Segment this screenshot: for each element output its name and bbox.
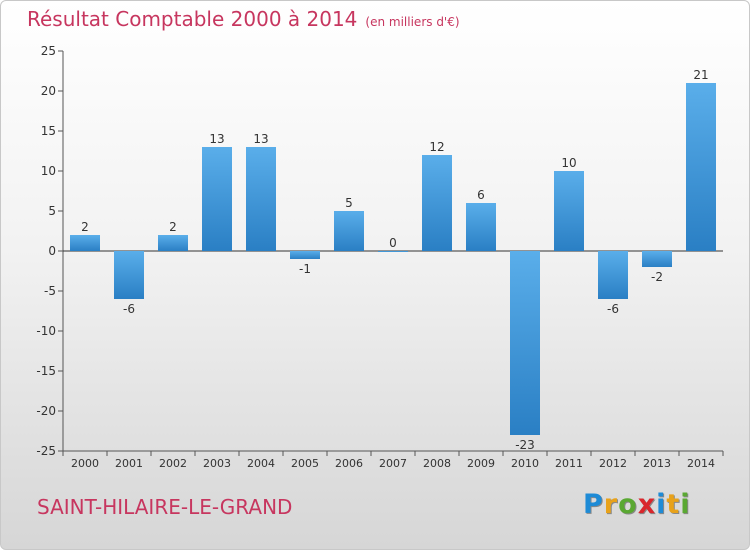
bar-value-label: 13	[253, 132, 268, 146]
bar-value-label: 2	[81, 220, 89, 234]
logo-letter: x	[637, 489, 657, 520]
bar	[422, 155, 452, 251]
bar	[466, 203, 496, 251]
bar	[114, 251, 144, 299]
x-tick-label: 2000	[71, 457, 99, 470]
bar-value-label: -6	[607, 302, 619, 316]
logo-letter: t	[666, 489, 681, 520]
y-tick-label: 10	[41, 164, 56, 178]
logo-letter: P	[583, 489, 604, 520]
bar-value-label: 6	[477, 188, 485, 202]
x-tick-label: 2001	[115, 457, 143, 470]
x-tick-label: 2011	[555, 457, 583, 470]
bar	[246, 147, 276, 251]
bar-value-label: 12	[429, 140, 444, 154]
proxiti-logo: Proxiti	[583, 489, 691, 520]
bar	[334, 211, 364, 251]
x-tick-label: 2002	[159, 457, 187, 470]
y-tick-label: 15	[41, 124, 56, 138]
bar	[642, 251, 672, 267]
y-tick-label: 25	[41, 44, 56, 58]
bar-value-label: 0	[389, 236, 397, 250]
bar	[554, 171, 584, 251]
bar-value-label: 21	[693, 68, 708, 82]
logo-letter: i	[656, 489, 667, 520]
y-tick-label: 0	[48, 244, 56, 258]
bar-value-label: 13	[209, 132, 224, 146]
place-name: SAINT-HILAIRE-LE-GRAND	[37, 495, 293, 519]
x-tick-label: 2014	[687, 457, 715, 470]
bar	[202, 147, 232, 251]
bar	[686, 83, 716, 251]
x-tick-label: 2006	[335, 457, 363, 470]
x-tick-label: 2008	[423, 457, 451, 470]
y-tick-label: 20	[41, 84, 56, 98]
bar	[158, 235, 188, 251]
y-tick-label: 5	[48, 204, 56, 218]
x-tick-label: 2009	[467, 457, 495, 470]
bar	[598, 251, 628, 299]
x-tick-label: 2012	[599, 457, 627, 470]
chart-title: Résultat Comptable 2000 à 2014 (en millie…	[27, 7, 460, 31]
x-tick-label: 2005	[291, 457, 319, 470]
y-tick-label: -10	[36, 324, 56, 338]
x-tick-label: 2007	[379, 457, 407, 470]
x-tick-label: 2004	[247, 457, 275, 470]
y-tick-label: -25	[36, 444, 56, 458]
bar	[70, 235, 100, 251]
bar-value-label: -1	[299, 262, 311, 276]
bar-value-label: 10	[561, 156, 576, 170]
bar-value-label: -2	[651, 270, 663, 284]
logo-letter: i	[680, 489, 691, 520]
bar	[510, 251, 540, 435]
bar-value-label: 2	[169, 220, 177, 234]
logo-letter: r	[603, 489, 619, 520]
bar-value-label: -23	[515, 438, 535, 452]
logo-letter: o	[618, 489, 638, 520]
bar-value-label: 5	[345, 196, 353, 210]
y-tick-label: -5	[44, 284, 56, 298]
x-tick-label: 2010	[511, 457, 539, 470]
bar	[378, 251, 408, 252]
x-tick-label: 2013	[643, 457, 671, 470]
chart-title-text: Résultat Comptable 2000 à 2014	[27, 7, 358, 31]
y-tick-label: -15	[36, 364, 56, 378]
y-tick-label: -20	[36, 404, 56, 418]
bar-value-label: -6	[123, 302, 135, 316]
bar	[290, 251, 320, 259]
chart-unit: (en milliers d'€)	[365, 15, 460, 29]
x-tick-label: 2003	[203, 457, 231, 470]
